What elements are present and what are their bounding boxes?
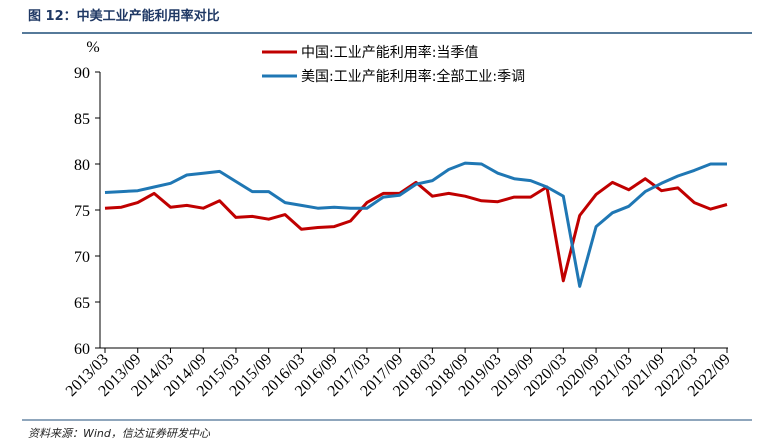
y-tick-label: 60 (74, 341, 90, 358)
y-tick-label: 70 (74, 249, 90, 266)
chart-title: 图 12：中美工业产能利用率对比 (28, 8, 220, 24)
y-axis-label: % (86, 39, 99, 56)
series-line (104, 161, 727, 288)
legend-label: 中国:工业产能利用率:当季值 (301, 44, 478, 61)
y-tick-label: 80 (74, 157, 90, 174)
y-tick-label: 85 (74, 111, 90, 128)
y-tick-label: 65 (74, 295, 90, 312)
source: 资料来源：Wind，信达证券研发中心 (28, 427, 211, 440)
y-tick-label: 75 (74, 203, 90, 220)
y-tick-label: 90 (74, 65, 90, 82)
legend-label: 美国:工业产能利用率:全部工业:季调 (301, 68, 525, 85)
series-line (104, 177, 728, 283)
